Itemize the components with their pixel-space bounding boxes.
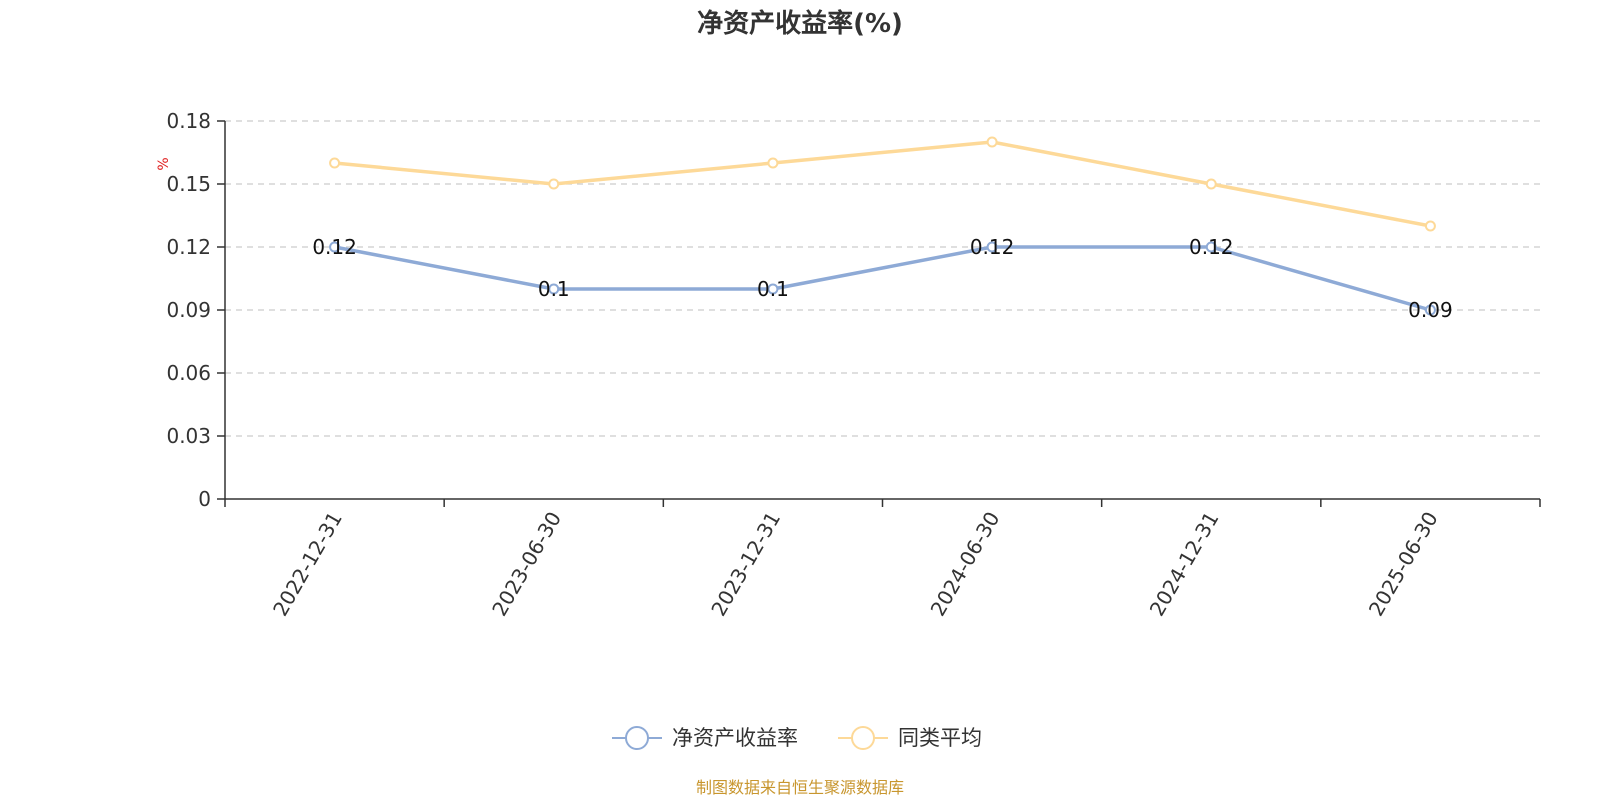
x-tick-label-3: 2024-06-30 [926,508,1005,621]
y-tick-label-3: 0.09 [166,298,211,322]
axes: 0 0.03 0.06 0.09 0.12 0.15 0.18 2022-12-31 2023-… [166,109,1541,621]
series-line-0 [334,245,1431,312]
data-labels: 0.12 0.1 0.1 0.12 0.12 0.09 [312,235,1452,322]
x-tick-label-5: 2025-06-30 [1364,508,1443,621]
legend-label-0: 净资产收益率 [672,726,798,750]
y-tick-label-5: 0.15 [166,172,211,196]
source-note: 制图数据来自恒生聚源数据库 [696,778,904,797]
series-line-1 [334,140,1431,228]
x-tick-label-4: 2024-12-31 [1145,508,1224,621]
legend-marker-0 [625,726,649,750]
series-1-point-4 [1205,178,1217,190]
data-label-0-1: 0.1 [538,277,570,301]
x-tick-label-2: 2023-12-31 [706,508,785,621]
data-label-0-5: 0.09 [1408,298,1453,322]
data-label-0-3: 0.12 [970,235,1015,259]
y-tick-label-0: 0 [198,487,211,511]
chart-title: 净资产收益率(%) [697,8,903,39]
data-label-0-2: 0.1 [757,277,789,301]
gridlines [225,120,1540,437]
series [329,136,1436,316]
series-0-point-2 [767,283,779,295]
y-axis-unit: % [156,157,172,170]
legend-marker-1 [851,726,875,750]
series-0-point-0 [329,241,341,253]
series-0-point-3 [986,241,998,253]
series-0-point-4 [1205,241,1217,253]
series-0-point-5 [1424,304,1436,316]
data-label-0-4: 0.12 [1189,235,1234,259]
legend-label-1: 同类平均 [898,726,982,750]
y-tick-label-4: 0.12 [166,235,211,259]
y-tick-label-6: 0.18 [166,109,211,133]
series-0-point-1 [548,283,560,295]
x-tick-label-1: 2023-06-30 [487,508,566,621]
series-1-point-3 [986,136,998,148]
series-1-point-0 [329,157,341,169]
series-1-point-5 [1424,220,1436,232]
legend: 净资产收益率 同类平均 [612,726,982,750]
y-tick-label-2: 0.06 [166,361,211,385]
series-1-point-2 [767,157,779,169]
x-tick-label-0: 2022-12-31 [268,508,347,621]
data-label-0-0: 0.12 [312,235,357,259]
series-1-point-1 [548,178,560,190]
y-tick-label-1: 0.03 [166,424,211,448]
